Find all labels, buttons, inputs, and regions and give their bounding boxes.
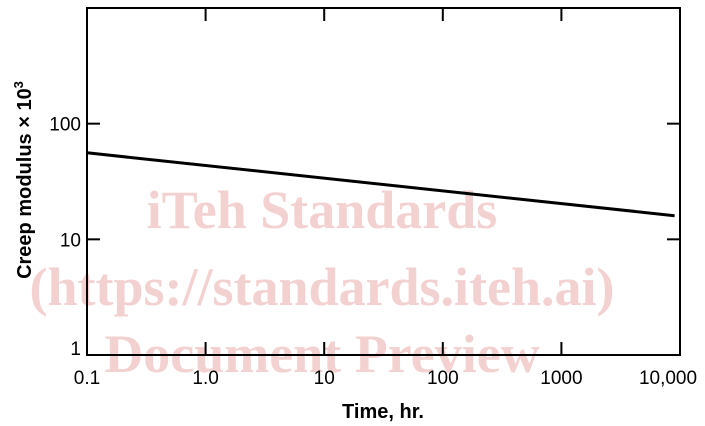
y-tick-label-0: 1 [70, 339, 81, 360]
x-tick-label-1: 1.0 [192, 368, 218, 389]
y-axis-label-exponent: 3 [11, 81, 26, 88]
watermark-line-2: (https://standards.iteh.ai) [29, 257, 614, 317]
x-axis-label: Time, hr. [342, 401, 424, 423]
y-tick-label-1: 10 [60, 230, 81, 251]
x-axis-ticks: 0.1 1.0 10 100 1000 10,000 [74, 8, 697, 389]
series-line-0 [86, 151, 675, 218]
watermark: iTeh Standards (https://standards.iteh.a… [29, 180, 614, 384]
y-axis-label: Creep modulus × 103 [11, 81, 36, 279]
x-tick-label-2: 10 [314, 368, 335, 389]
watermark-line-1: iTeh Standards [147, 180, 498, 240]
y-tick-label-2: 100 [49, 115, 81, 136]
x-tick-label-3: 100 [427, 368, 459, 389]
plot-frame [86, 7, 681, 356]
x-tick-label-5: 10,000 [639, 368, 697, 389]
y-axis-ticks: 1 10 100 [49, 115, 680, 360]
y-axis-label-text: Creep modulus × 10 [14, 88, 36, 279]
x-tick-label-0: 0.1 [74, 368, 100, 389]
series-layer [86, 151, 675, 218]
x-tick-label-4: 1000 [540, 368, 582, 389]
